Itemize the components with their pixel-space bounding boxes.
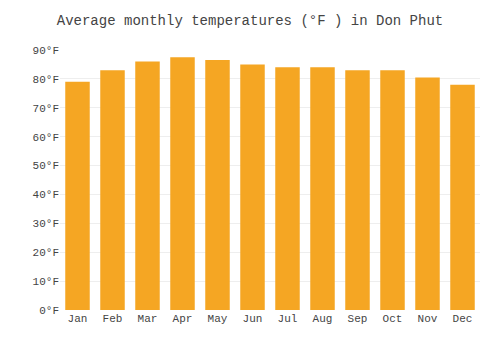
- svg-text:Feb: Feb: [103, 313, 123, 325]
- svg-text:Average monthly temperatures (: Average monthly temperatures (°F ) in Do…: [57, 13, 443, 29]
- svg-text:Jul: Jul: [278, 313, 298, 325]
- svg-text:Dec: Dec: [453, 313, 473, 325]
- svg-text:Mar: Mar: [138, 313, 158, 325]
- svg-text:40°F: 40°F: [33, 189, 59, 201]
- svg-text:Jun: Jun: [243, 313, 263, 325]
- svg-text:Nov: Nov: [418, 313, 438, 325]
- svg-text:Aug: Aug: [313, 313, 333, 325]
- svg-text:May: May: [208, 313, 228, 325]
- svg-text:70°F: 70°F: [33, 103, 59, 115]
- svg-text:0°F: 0°F: [39, 305, 59, 317]
- svg-text:80°F: 80°F: [33, 74, 59, 86]
- svg-text:20°F: 20°F: [33, 247, 59, 259]
- svg-text:90°F: 90°F: [33, 45, 59, 57]
- svg-text:50°F: 50°F: [33, 160, 59, 172]
- svg-text:60°F: 60°F: [33, 132, 59, 144]
- svg-text:10°F: 10°F: [33, 276, 59, 288]
- svg-text:Sep: Sep: [348, 313, 368, 325]
- svg-text:Apr: Apr: [173, 313, 193, 325]
- svg-text:30°F: 30°F: [33, 218, 59, 230]
- svg-text:Oct: Oct: [383, 313, 403, 325]
- svg-text:Jan: Jan: [68, 313, 88, 325]
